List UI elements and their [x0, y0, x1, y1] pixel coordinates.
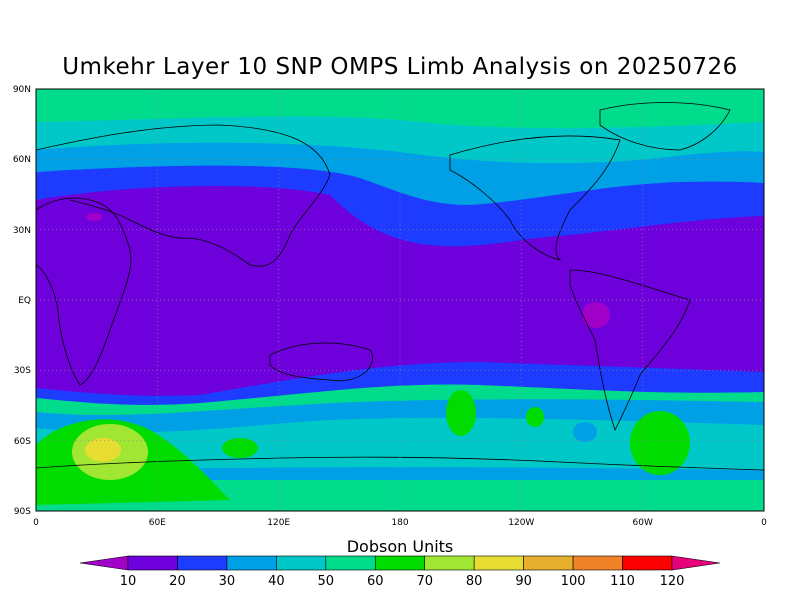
- x-tick-label: 60E: [149, 518, 166, 528]
- band-20-south: [36, 330, 764, 396]
- region-90-indian: [85, 438, 121, 462]
- colorbar-tick-label: 10: [120, 574, 137, 589]
- south-america-coast: [569, 269, 691, 432]
- y-tick-label: 30N: [13, 226, 31, 236]
- colorbar-tick-label: 60: [367, 574, 384, 589]
- x-tick-label: 120E: [267, 518, 290, 528]
- colorbar-label: Dobson Units: [347, 537, 454, 556]
- colorbar-swatch: [79, 555, 129, 571]
- y-tick-label: 30S: [14, 366, 31, 376]
- x-tick-label: 180: [391, 518, 408, 528]
- colorbar-swatch: [671, 555, 721, 571]
- y-tick-label: 60S: [14, 437, 31, 447]
- map-frame: [35, 88, 765, 512]
- x-axis: 0 60E 120E 180 120W 60W 0: [33, 518, 767, 528]
- colorbar-tick-label: 120: [660, 574, 685, 589]
- colorbar: 10 20 30 40 50 60 70 80 90 100 110 120: [79, 555, 721, 589]
- colorbar-tick-label: 90: [515, 574, 532, 589]
- colorbar-tick-label: 110: [610, 574, 635, 589]
- eurasia-coast: [36, 124, 331, 267]
- y-tick-label: 90S: [14, 507, 31, 517]
- colorbar-swatch: [572, 555, 623, 571]
- colorbar-swatch: [374, 555, 426, 571]
- colorbar-tick-label: 70: [416, 574, 433, 589]
- map-title: Umkehr Layer 10 SNP OMPS Limb Analysis o…: [62, 54, 738, 80]
- y-axis: 90S 60S 30S EQ 30N 60N 90N: [13, 85, 31, 517]
- colorbar-swatch: [177, 555, 228, 571]
- x-tick-label: 0: [761, 518, 767, 528]
- colorbar-swatch: [424, 555, 475, 571]
- colorbar-swatch: [622, 555, 673, 571]
- y-tick-label: 60N: [13, 155, 31, 165]
- x-tick-label: 0: [33, 518, 39, 528]
- coastlines: [36, 102, 764, 471]
- colorbar-tick-label: 40: [268, 574, 285, 589]
- y-tick-label: EQ: [18, 296, 31, 306]
- colorbar-tick-label: 20: [169, 574, 186, 589]
- colorbar-tick-label: 30: [219, 574, 236, 589]
- ozone-field: [36, 89, 764, 511]
- region-70-pacific-small: [526, 407, 544, 427]
- region-10-andes: [582, 302, 610, 328]
- antarctica-coast: [36, 456, 764, 471]
- region-70-pacific: [446, 390, 476, 436]
- colorbar-swatch: [127, 555, 178, 571]
- colorbar-swatch: [473, 555, 524, 571]
- colorbar-tick-label: 50: [318, 574, 335, 589]
- colorbar-swatch: [276, 555, 327, 571]
- north-america-coast: [449, 135, 621, 261]
- graticule: [36, 89, 764, 511]
- x-tick-label: 60W: [633, 518, 653, 528]
- region-70-atlantic: [630, 411, 690, 475]
- region-40-pacific: [573, 422, 597, 442]
- colorbar-tick-label: 100: [561, 574, 586, 589]
- colorbar-tick-label: 80: [466, 574, 483, 589]
- y-tick-label: 90N: [13, 85, 31, 95]
- colorbar-swatch: [325, 555, 376, 571]
- x-tick-label: 120W: [508, 518, 534, 528]
- africa-coast: [36, 197, 132, 386]
- colorbar-swatch: [226, 555, 277, 571]
- australia-coast: [269, 342, 373, 382]
- greenland-coast: [599, 102, 731, 151]
- colorbar-swatch: [523, 555, 574, 571]
- region-70-indian-small: [222, 438, 258, 458]
- region-10-mideast: [86, 213, 102, 221]
